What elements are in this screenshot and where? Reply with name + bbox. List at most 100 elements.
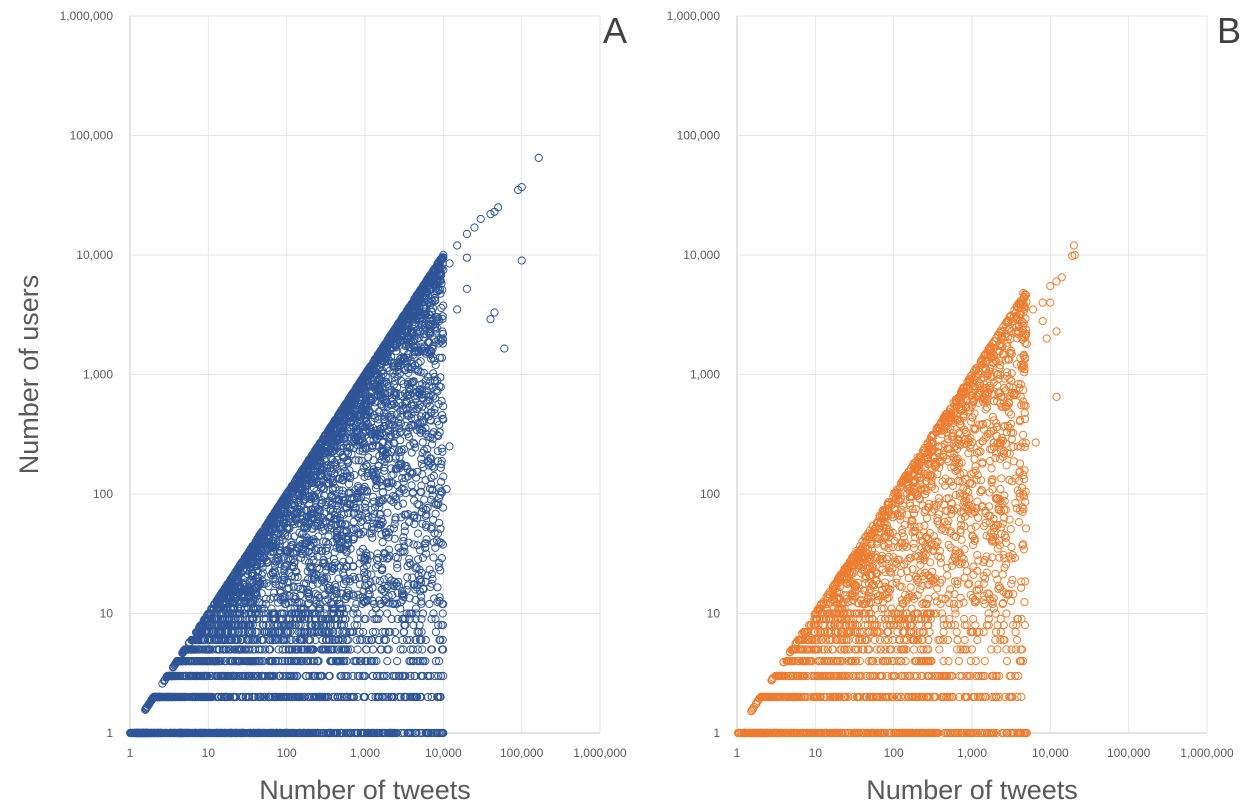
data-point <box>400 627 409 637</box>
data-point <box>438 503 448 512</box>
data-point <box>358 544 367 553</box>
data-point <box>373 519 382 528</box>
data-point <box>330 728 339 738</box>
data-point <box>356 635 365 645</box>
data-point <box>303 575 313 584</box>
data-point <box>299 549 308 559</box>
data-point <box>345 442 355 451</box>
data-point <box>367 570 376 579</box>
data-point <box>232 567 242 576</box>
data-point <box>361 497 370 506</box>
data-point <box>367 635 376 645</box>
y-tick-label: 10,000 <box>76 248 113 262</box>
data-point <box>438 635 447 645</box>
data-point <box>355 671 364 681</box>
data-point <box>397 459 406 468</box>
data-point <box>370 614 379 624</box>
data-point <box>425 565 434 574</box>
data-point <box>400 522 409 531</box>
data-point <box>391 333 400 342</box>
data-point <box>439 402 448 411</box>
data-point <box>389 581 398 591</box>
data-point <box>339 579 348 589</box>
data-point <box>234 604 243 613</box>
data-point <box>280 565 289 574</box>
data-point <box>330 510 339 520</box>
data-point <box>352 635 361 645</box>
data-point <box>408 645 418 654</box>
data-point <box>339 568 348 577</box>
data-point <box>430 594 439 603</box>
data-point <box>321 498 330 507</box>
data-point <box>296 584 305 594</box>
data-point <box>179 646 189 655</box>
data-point <box>343 592 352 601</box>
data-point <box>303 599 312 609</box>
data-point <box>409 657 418 666</box>
data-point <box>285 524 294 533</box>
data-point <box>400 510 409 519</box>
data-point <box>342 671 351 681</box>
data-point <box>372 477 381 486</box>
data-point <box>297 530 307 539</box>
data-point <box>290 558 299 567</box>
data-point <box>305 518 314 527</box>
data-point <box>349 508 359 517</box>
data-point <box>328 604 337 613</box>
data-point <box>282 509 291 518</box>
data-point <box>437 621 446 630</box>
data-point <box>387 471 396 480</box>
data-point <box>293 572 302 582</box>
data-point <box>357 419 366 428</box>
data-point <box>399 537 408 546</box>
data-point <box>239 591 249 600</box>
data-point <box>388 420 397 430</box>
data-point <box>414 365 423 374</box>
data-point <box>266 550 275 559</box>
data-point <box>346 544 355 553</box>
data-point <box>275 586 285 595</box>
data-point <box>368 533 377 542</box>
data-point <box>367 529 376 538</box>
data-point <box>418 438 427 447</box>
data-point <box>434 399 443 409</box>
data-point <box>421 543 430 553</box>
data-point <box>352 657 361 666</box>
data-point <box>326 521 335 530</box>
data-point <box>434 563 443 572</box>
data-point <box>413 645 422 654</box>
data-point <box>326 512 335 521</box>
data-point <box>416 418 425 427</box>
data-point <box>382 363 392 373</box>
data-point <box>314 532 323 541</box>
data-point <box>366 551 375 560</box>
data-point <box>392 581 401 591</box>
data-point <box>417 635 426 645</box>
data-point <box>397 484 406 494</box>
data-point <box>405 387 414 396</box>
data-point <box>371 576 380 585</box>
data-point <box>437 554 446 563</box>
data-point <box>358 468 367 477</box>
data-point <box>350 470 359 480</box>
data-point <box>378 488 387 497</box>
data-point <box>435 593 444 602</box>
data-point <box>433 583 442 592</box>
data-point <box>281 531 290 540</box>
data-point <box>397 587 407 596</box>
data-point <box>422 523 431 532</box>
data-point <box>406 635 415 645</box>
data-point <box>390 520 399 529</box>
data-point <box>437 353 446 362</box>
data-point <box>357 456 366 465</box>
data-point <box>394 543 403 552</box>
data-point <box>291 567 300 576</box>
data-point <box>316 521 325 530</box>
data-point <box>344 479 354 489</box>
data-point <box>356 530 365 539</box>
data-point <box>342 535 351 544</box>
data-point <box>384 573 393 582</box>
data-point <box>415 501 424 510</box>
data-point <box>430 265 439 274</box>
y-tick-label: 1,000,000 <box>60 9 114 23</box>
